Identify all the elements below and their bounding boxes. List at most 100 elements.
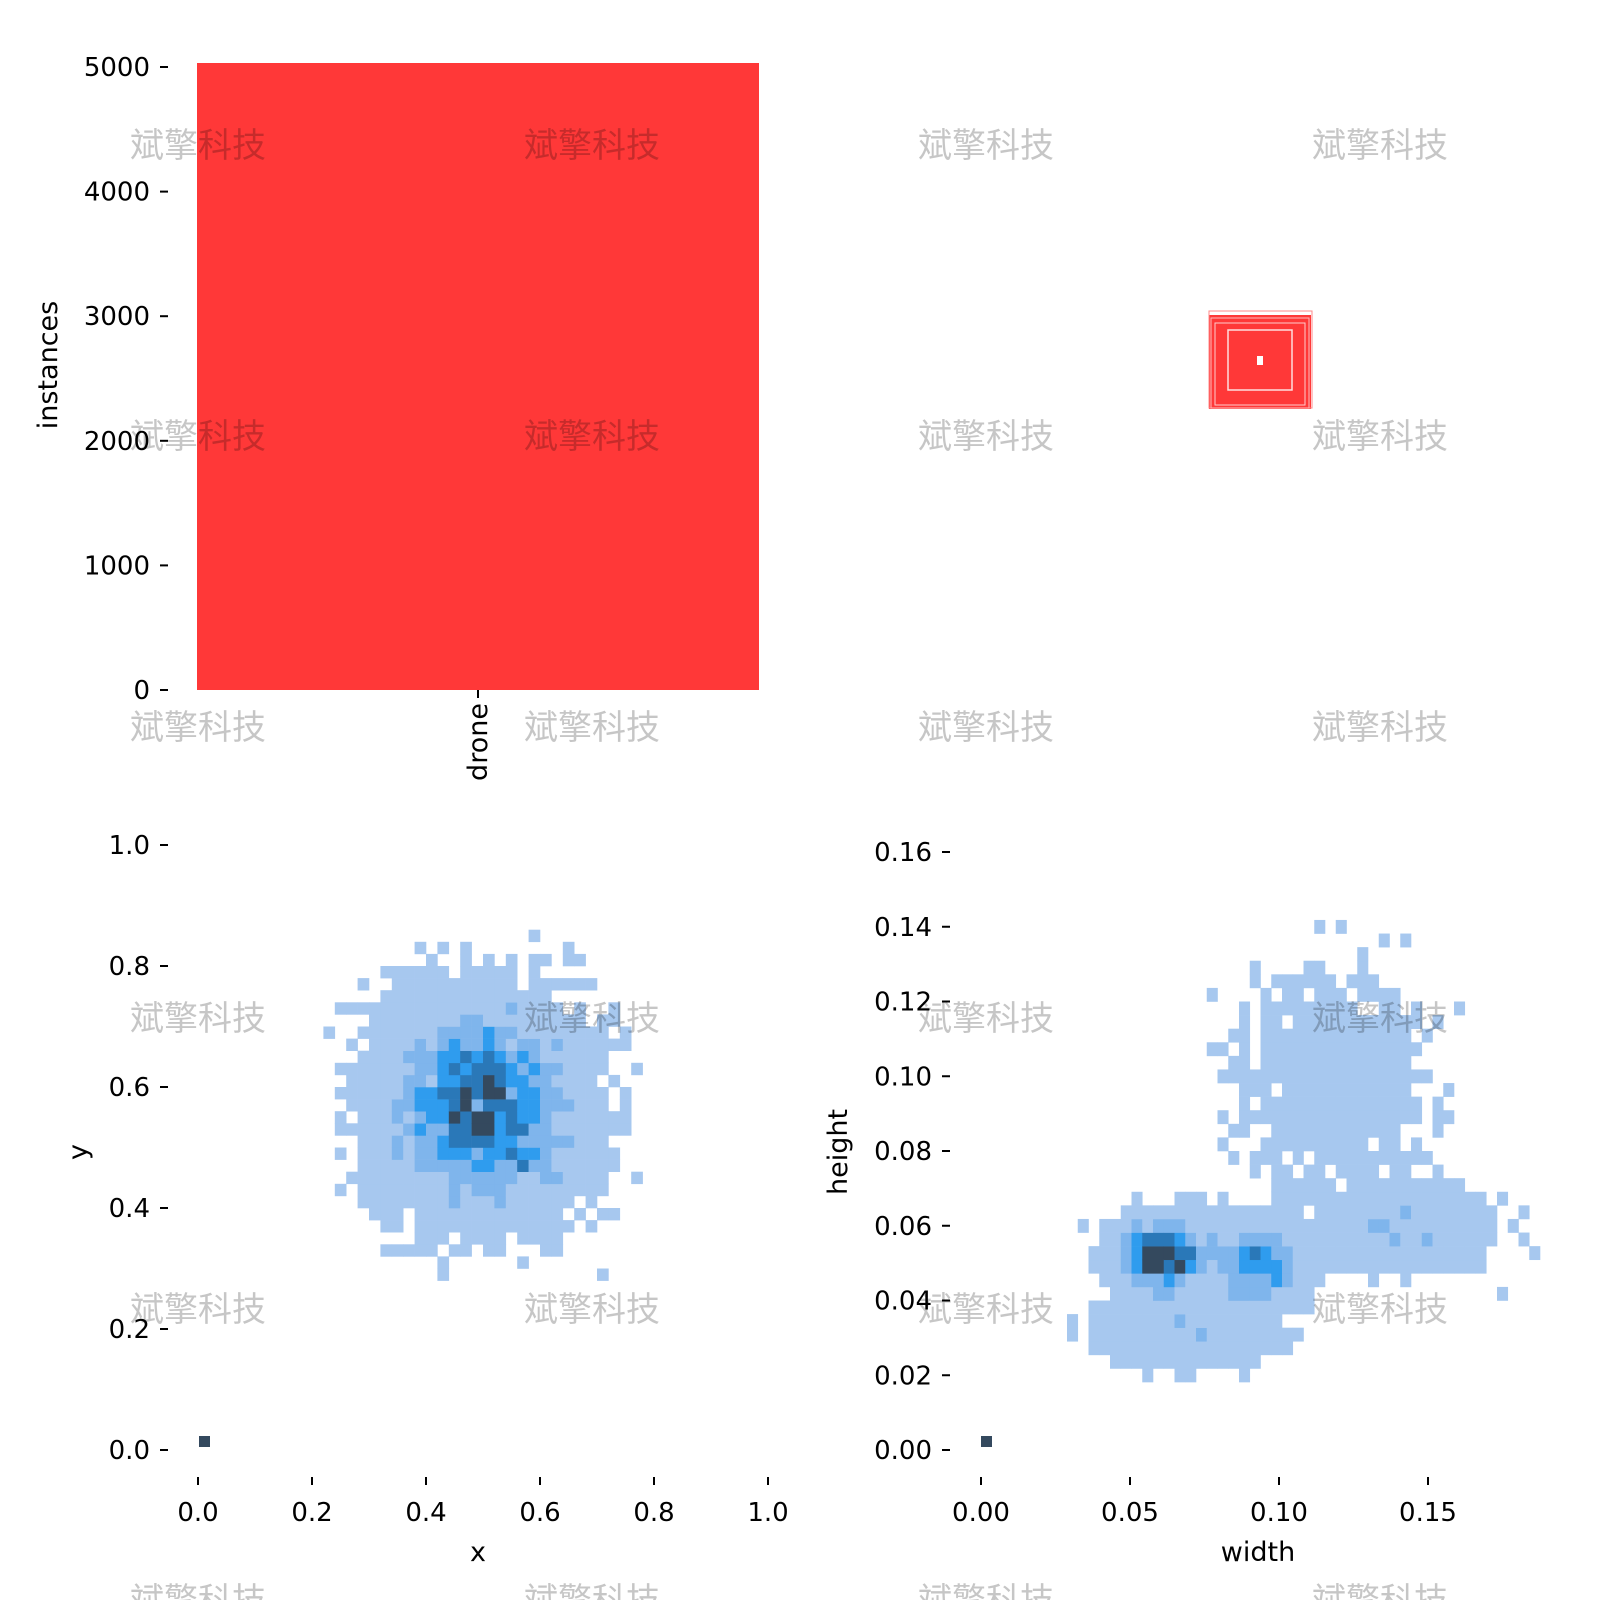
xy-histogram-cell: [517, 1220, 529, 1233]
xy-histogram-cell: [391, 1111, 404, 1124]
wh-histogram-cell: [1432, 1232, 1444, 1247]
xy-histogram-cell: [517, 1087, 529, 1100]
wh-histogram-cell: [1120, 1218, 1132, 1233]
wh-histogram-cell: [1443, 1191, 1455, 1206]
wh-histogram-cell: [1228, 1286, 1240, 1301]
wh-histogram-cell: [1110, 1300, 1122, 1315]
wh-histogram-cell: [1335, 1028, 1347, 1043]
xy-histogram-cell: [471, 1038, 484, 1051]
xy-histogram-cell: [494, 1123, 507, 1136]
xy-histogram-cell: [505, 1159, 518, 1172]
wh-histogram-cell: [1228, 1341, 1240, 1356]
wh-histogram-cell: [1389, 1151, 1401, 1165]
xy-histogram-cell: [357, 1147, 370, 1160]
xy-histogram-cell: [574, 1050, 586, 1064]
xy-histogram-cell: [483, 1171, 495, 1185]
wh-histogram-cell: [1206, 1327, 1218, 1342]
wh-histogram-cell: [1357, 1259, 1369, 1274]
xy-histogram-cell: [380, 1074, 393, 1088]
wh-histogram-cell: [1249, 1205, 1261, 1220]
wh-histogram-cell: [1260, 1028, 1272, 1043]
wh-histogram-cell: [1346, 1069, 1358, 1084]
xy-histogram-cell: [448, 1111, 461, 1124]
wh-histogram-cell: [1335, 987, 1347, 1002]
wh-histogram-cell: [1174, 1341, 1186, 1356]
bar-category-label: drone: [463, 703, 494, 781]
xy-histogram-cell: [448, 1123, 461, 1136]
xy-histogram-cell: [414, 1208, 427, 1221]
wh-histogram-cell: [1292, 1232, 1304, 1247]
xy-histogram-cell: [426, 1062, 438, 1076]
xy-histogram-cell: [471, 1062, 484, 1076]
wh-histogram-cell: [1314, 1015, 1326, 1029]
wh-histogram-cell: [1282, 1137, 1294, 1152]
xy-histogram-cell: [505, 1195, 518, 1209]
xy-histogram-cell: [528, 1111, 541, 1124]
wh-histogram-cell: [1196, 1327, 1208, 1342]
wh-histogram-cell: [1389, 1259, 1401, 1274]
xy-histogram-cell: [334, 1111, 347, 1124]
wh-histogram-cell: [1271, 1300, 1283, 1315]
wh-histogram-cell: [1120, 1273, 1132, 1288]
xy-histogram-cell: [608, 1074, 621, 1088]
wh-histogram-cell: [1325, 1015, 1337, 1029]
xy-histogram-cell: [471, 1195, 484, 1209]
wh-histogram-cell: [1282, 1083, 1294, 1097]
wh-histogram-cell: [1335, 1232, 1347, 1247]
wh-histogram-cell: [1314, 974, 1326, 989]
wh-histogram-cell: [1249, 1273, 1261, 1288]
wh-histogram-cell: [1378, 1259, 1390, 1274]
xy-histogram-cell: [585, 1087, 598, 1100]
xy-histogram-cell: [494, 1171, 507, 1185]
wh-histogram-cell: [1400, 1232, 1412, 1247]
xy-histogram-cell: [608, 1111, 621, 1124]
xy-histogram-cell: [391, 1026, 404, 1039]
xy-histogram-cell: [426, 1171, 438, 1185]
xy-histogram-cell: [448, 1074, 461, 1088]
wh-histogram-cell: [1411, 1001, 1423, 1016]
xy-histogram-cell: [460, 1002, 472, 1015]
wh-histogram-cell: [1163, 1273, 1175, 1288]
xy-histogram-cell: [460, 1183, 472, 1197]
xy-histogram-cell: [574, 1026, 586, 1039]
xy-histogram-cell: [437, 1050, 450, 1064]
xy-histogram-cell: [574, 1087, 586, 1100]
xy-histogram-cell: [528, 1159, 541, 1172]
wh-x-tick-label: 0.15: [1399, 1498, 1457, 1528]
wh-histogram-cell: [1303, 1069, 1315, 1084]
xy-histogram-cell: [585, 1026, 598, 1039]
xy-histogram-cell: [334, 1147, 347, 1160]
xy-histogram-cell: [551, 1050, 564, 1064]
wh-histogram-cell: [1335, 1205, 1347, 1220]
xy-histogram-cell: [540, 1220, 552, 1233]
xy-histogram-cell: [471, 1123, 484, 1136]
xy-histogram-cell: [494, 1074, 507, 1088]
wh-histogram-cell: [1303, 1055, 1315, 1070]
wh-histogram-cell: [1153, 1259, 1165, 1274]
wh-histogram-cell: [1120, 1246, 1132, 1261]
xy-histogram-cell: [380, 990, 393, 1003]
wh-histogram-cell: [1357, 1151, 1369, 1165]
xy-histogram-cell: [414, 1062, 427, 1076]
xy-histogram-cell: [574, 953, 586, 967]
xy-histogram-cell: [585, 1123, 598, 1136]
wh-histogram-cell: [1325, 1178, 1337, 1193]
wh-histogram-cell: [1421, 1205, 1433, 1220]
xy-histogram-cell: [562, 1014, 575, 1027]
xy-histogram-cell: [608, 1038, 621, 1051]
wh-histogram-cell: [1335, 1191, 1347, 1206]
wh-histogram-cell: [1292, 1137, 1304, 1152]
wh-histogram-cell: [1314, 1178, 1326, 1193]
xy-histogram-cell: [437, 1159, 450, 1172]
xy-histogram-cell: [460, 1014, 472, 1027]
wh-histogram-cell: [1346, 1083, 1358, 1097]
wh-histogram-cell: [1357, 1042, 1369, 1057]
xy-histogram-cell: [505, 1183, 518, 1197]
xy-histogram-cell: [540, 1208, 552, 1221]
wh-y-tick-label: 0.06: [874, 1212, 932, 1242]
xy-histogram-cell: [597, 1171, 609, 1185]
xy-histogram-cell: [551, 1099, 564, 1112]
xy-histogram-cell: [357, 1074, 370, 1088]
xy-histogram-cell: [391, 1171, 404, 1185]
xy-histogram-cell: [597, 1014, 609, 1027]
